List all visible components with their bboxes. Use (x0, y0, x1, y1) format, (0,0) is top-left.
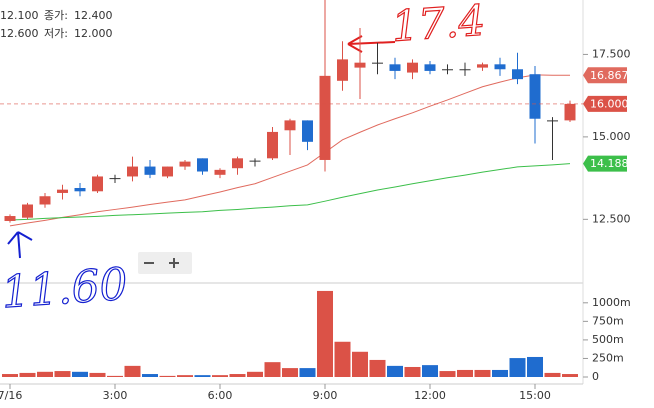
volume-bar (544, 372, 561, 377)
volume-bar (369, 359, 386, 377)
candle-body (179, 161, 191, 167)
moving-average (9, 74, 571, 227)
price-tag (583, 67, 627, 84)
y-tick-label: 750m (592, 314, 624, 327)
volume-bar (247, 371, 263, 377)
y-tick-label: 12.500 (592, 212, 631, 225)
volume-bar (2, 374, 18, 377)
candle-body (389, 64, 401, 71)
volume-bar (37, 371, 53, 377)
price-tag-label: 14.188 (590, 157, 629, 170)
candle-body (22, 204, 33, 218)
volume-bar (89, 372, 106, 377)
price-tag-label: 16.867 (590, 69, 629, 82)
volume-bar (562, 374, 578, 377)
volume-bar (422, 365, 438, 377)
candle-body (407, 62, 418, 73)
candle-body (442, 69, 453, 71)
info-text: 저가: (44, 27, 68, 40)
volume-bar (159, 375, 176, 377)
volume-bar (194, 375, 211, 377)
info-text: 12.100 (0, 9, 39, 22)
volume-bar (229, 374, 246, 377)
candle-body (4, 216, 16, 221)
handwritten-annotation: 11.60 (0, 259, 129, 319)
y-tick-label: 250m (592, 351, 624, 364)
volume-bar (107, 375, 123, 377)
volume-bar (439, 371, 456, 377)
volume-bar (142, 374, 158, 377)
candle-body (162, 166, 173, 177)
info-text: 12.600 (0, 27, 39, 40)
handwritten-annotation: 17.4 (390, 0, 487, 51)
price-tag (583, 95, 627, 112)
volume-bar (457, 369, 473, 377)
candle-body (249, 160, 261, 162)
volume-bar (334, 341, 351, 377)
candle-body (214, 169, 226, 175)
candle-body (319, 75, 331, 160)
volume-bar (509, 358, 526, 377)
y-tick-label: 15.000 (592, 130, 631, 143)
volume-bar (19, 372, 36, 377)
y-tick-label: 1000m (592, 296, 631, 309)
candle-body (127, 166, 138, 177)
candle-body (494, 64, 506, 70)
volume-bar (72, 371, 88, 377)
price-tag (583, 155, 627, 172)
annotation-arrow (7, 231, 33, 259)
candle-body (267, 131, 278, 159)
candle-body (564, 103, 576, 121)
volume-bar (54, 371, 71, 377)
y-tick-label: 0 (592, 370, 599, 383)
candle-body (92, 176, 103, 192)
x-tick-label: 15:00 (519, 389, 551, 402)
volume-bar (177, 375, 193, 377)
candle-body (39, 196, 51, 205)
x-tick-label: 12:00 (414, 389, 446, 402)
candle-body (529, 74, 541, 119)
candle-body (57, 189, 68, 193)
volume-bar (474, 369, 491, 377)
x-tick-label: 3:00 (103, 389, 128, 402)
volume-bar (124, 365, 141, 377)
price-tag-label: 16.000 (590, 97, 629, 110)
volume-bar (299, 368, 316, 377)
candle-body (547, 120, 558, 122)
volume-bar (352, 351, 368, 377)
candle-body (424, 64, 436, 71)
info-text: 12.000 (74, 27, 113, 40)
y-tick-label: 17.500 (592, 47, 631, 60)
candle-body (337, 59, 348, 81)
candle-body (354, 62, 366, 68)
y-tick-label: 500m (592, 333, 624, 346)
candle-body (197, 158, 208, 172)
info-text: 12.400 (74, 9, 113, 22)
candle-body (459, 69, 471, 71)
x-tick-label: 6:00 (208, 389, 233, 402)
volume-bar (264, 362, 281, 377)
volume-bar (404, 366, 421, 377)
candle-body (284, 120, 296, 131)
candle-body (512, 69, 523, 80)
moving-average (9, 163, 571, 221)
candle-body (477, 64, 488, 68)
candle-body (302, 120, 313, 142)
candle-body (232, 158, 243, 169)
volume-bar (527, 356, 543, 377)
info-text: 종가: (44, 9, 68, 22)
volume-bar (492, 369, 508, 377)
candle-body (74, 188, 86, 192)
candle-body (109, 178, 121, 180)
volume-bar (387, 365, 403, 377)
volume-bar (317, 290, 333, 377)
volume-bar (212, 375, 228, 377)
x-tick-label: 9:00 (313, 389, 338, 402)
candle-body (144, 166, 156, 175)
x-tick-label: 7/16 (0, 389, 22, 402)
zoom-controls[interactable] (138, 252, 192, 274)
volume-bar (282, 368, 298, 377)
candle-body (372, 62, 383, 64)
